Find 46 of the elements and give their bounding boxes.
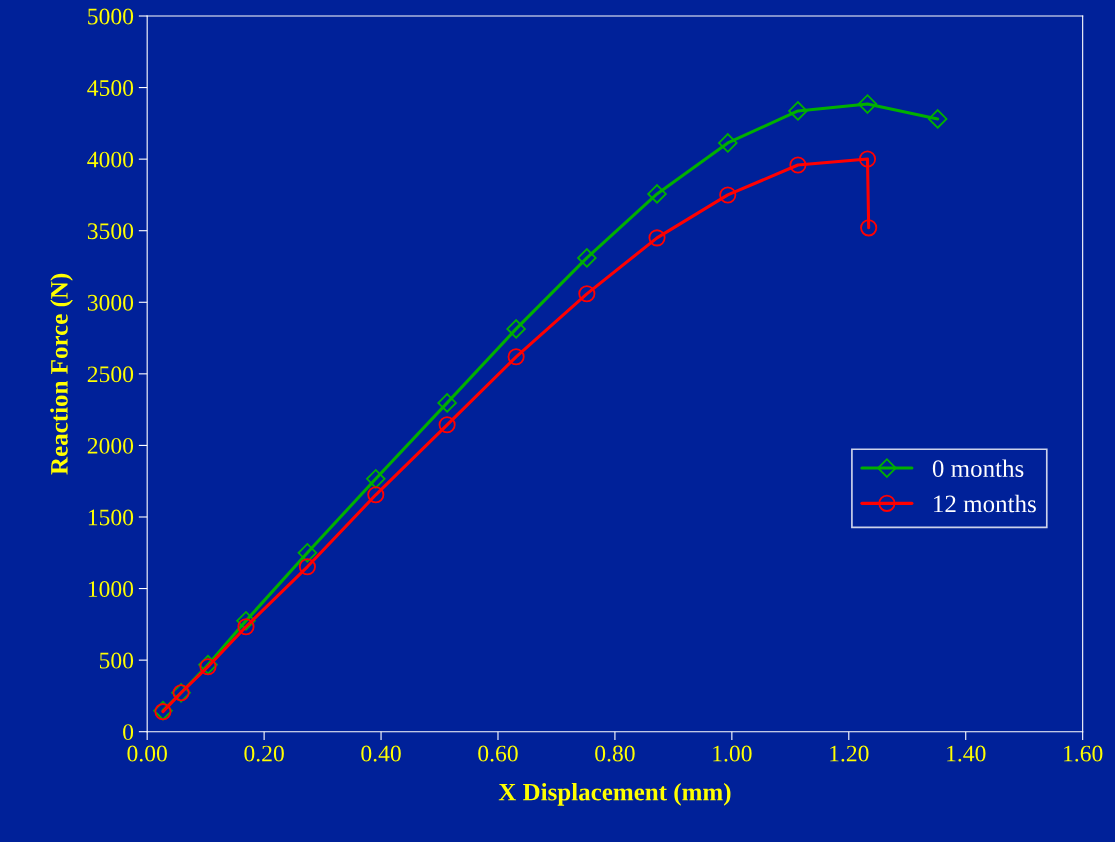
- point: [648, 229, 666, 247]
- y-tick-label: 3500: [87, 223, 134, 240]
- y-tick-label: 0: [123, 724, 134, 741]
- point: [858, 150, 877, 168]
- point: [437, 393, 457, 413]
- y-tick-label: 4500: [87, 80, 134, 96]
- y-tick-label: 1000: [88, 581, 134, 597]
- point: [788, 101, 808, 121]
- x-tick-label: 1.40: [947, 745, 986, 762]
- point: [719, 186, 737, 204]
- legend-label: 0 months: [932, 459, 1024, 478]
- point: [297, 543, 318, 563]
- y-tick-label: 1500: [88, 509, 134, 526]
- x-tick-label: 1.00: [713, 745, 752, 762]
- y-tick-label: 2000: [87, 437, 134, 454]
- x-tick-label: 0.80: [595, 745, 635, 762]
- y-tick-label: 4000: [87, 151, 134, 168]
- x-tick-label: 0.60: [478, 745, 518, 762]
- y-axis-title: Reaction Force (N): [50, 273, 73, 475]
- point: [237, 618, 255, 636]
- y-tick-label: 2500: [87, 366, 134, 383]
- point: [366, 469, 386, 489]
- x-tick-label: 1.20: [830, 745, 869, 762]
- y-tick-label: 3000: [87, 294, 134, 311]
- point: [367, 486, 385, 504]
- point: [506, 319, 526, 339]
- point: [578, 285, 596, 303]
- y-tick-label: 5000: [88, 8, 134, 25]
- point: [647, 184, 667, 204]
- point: [236, 611, 256, 631]
- point: [438, 416, 456, 434]
- x-tick-label: 0.00: [127, 745, 167, 762]
- point: [860, 219, 878, 237]
- point: [927, 109, 948, 129]
- point: [718, 133, 738, 153]
- point: [577, 248, 597, 268]
- x-tick-label: 0.40: [361, 745, 401, 762]
- y-tick-label: 500: [99, 652, 134, 669]
- point: [789, 156, 807, 174]
- x-tick-label: 0.20: [244, 745, 284, 762]
- x-axis-title: X Displacement (mm): [498, 782, 731, 806]
- point: [507, 348, 525, 366]
- point: [857, 94, 878, 114]
- legend-label: 12 months: [934, 494, 1036, 513]
- point: [298, 558, 316, 576]
- x-tick-label: 1.60: [1064, 745, 1103, 762]
